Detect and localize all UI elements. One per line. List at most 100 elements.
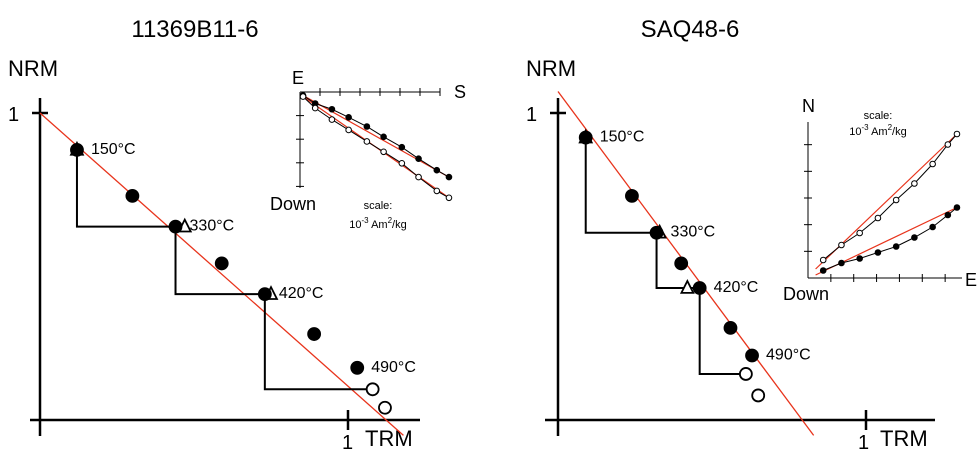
temperature-label: 420°C [714,279,759,296]
inset-point [363,138,371,145]
inset-point [953,130,961,138]
temperature-label: 330°C [671,224,716,241]
inset-point [398,160,406,167]
data-point [738,367,753,381]
ptrm-check-path [263,294,373,391]
inset-data [299,92,453,202]
inset-point [380,133,387,141]
inset-x-end-label: S [454,82,466,102]
panel-11369b11: 11369B11-6 NRM 1 1 TRM 150°C 330°C 420°C 49… [8,16,466,454]
ptrm-check-path [174,226,265,296]
data-point [168,219,183,234]
inset-point [398,143,406,151]
data-point [214,256,229,271]
fit-layer [39,112,404,436]
data-point [578,130,593,145]
inset-scale-unit: 10-3 Am2/kg [349,216,406,231]
inset-data [815,130,961,276]
inset-point [819,256,827,264]
inset-origin-label: E [292,68,304,88]
y-axis-label: NRM [8,56,58,81]
inset-point [311,104,319,112]
inset-point [445,173,453,181]
inset-point [345,114,352,121]
inset-point [380,148,387,156]
temperature-label: 420°C [279,285,324,302]
inset-scale-label: scale: [364,200,393,212]
inset-series-line [302,96,450,199]
data-point [649,225,664,240]
zijderveld-inset: E S Down scale: 10-3 Am2/kg [270,68,466,231]
inset-point [929,160,936,168]
temperature-label: 490°C [766,347,811,364]
inset-point [838,241,845,249]
chart-title: 11369B11-6 [131,16,258,43]
inset-ticks [804,144,946,282]
inset-y-end-label: N [802,96,815,116]
ptrm-check-path [75,149,176,228]
point-layer [70,142,392,415]
inset-point [363,123,371,130]
inset-point [433,187,441,195]
data-point [751,388,766,403]
inset-origin-label: Down [783,284,829,304]
temperature-label: 330°C [190,218,235,235]
inset-point [953,204,961,211]
inset-point [328,116,336,123]
inset-x-end-label: E [965,270,977,290]
inset-scale-label: scale: [864,110,893,122]
inset-point [874,214,882,222]
inset-point [415,173,422,181]
inset-point [911,234,918,241]
ptrm-check-path [584,137,657,234]
inset-point [944,141,952,148]
data-point [692,281,707,295]
inset-fit-line [302,94,450,178]
inset-y-end-label: Down [270,194,316,214]
data-point [745,348,759,363]
inset-point [892,196,900,204]
data-point [70,142,84,157]
data-point [125,188,140,203]
data-point [350,360,365,375]
y-axis-label: NRM [526,56,576,81]
data-point [625,188,639,203]
inset-point [911,180,918,187]
temperature-label-layer: 150°C 330°C 420°C 490°C [91,141,416,376]
y-tick-label: 1 [526,104,537,126]
inset-point [892,243,900,250]
ptrm-check-triangle [679,278,695,294]
data-point [723,320,738,335]
inset-point [856,255,863,262]
data-point [365,382,380,397]
temperature-label: 150°C [600,129,645,146]
x-tick-label: 1 [342,432,353,454]
panel-saq48: SAQ48-6 NRM 1 1 TRM 150°C 330°C 420°C 490°C… [526,16,977,454]
x-tick-label: 1 [858,432,869,454]
inset-ticks [296,88,441,187]
data-point [378,400,392,415]
inset-point [819,267,827,274]
inset-point [874,249,882,256]
ptrm-check-layer [578,128,746,375]
inset-point [929,223,936,231]
inset-point [944,211,952,219]
temperature-label: 490°C [371,359,416,376]
inset-point [328,105,336,113]
x-axis-label: TRM [880,426,928,451]
data-point [307,327,322,341]
x-axis-label: TRM [365,426,413,451]
temperature-label: 150°C [91,141,136,158]
inset-point [838,259,845,267]
zijderveld-inset: Down E N scale: 10-3 Am2/kg [783,96,977,304]
data-point [257,287,272,302]
y-tick-label: 1 [8,104,19,126]
inset-point [415,155,422,162]
fit-line [39,112,404,436]
ptrm-check-path [698,287,746,375]
inset-point [433,166,441,174]
inset-point [856,229,863,237]
chart-title: SAQ48-6 [641,16,740,43]
data-point [674,256,689,271]
